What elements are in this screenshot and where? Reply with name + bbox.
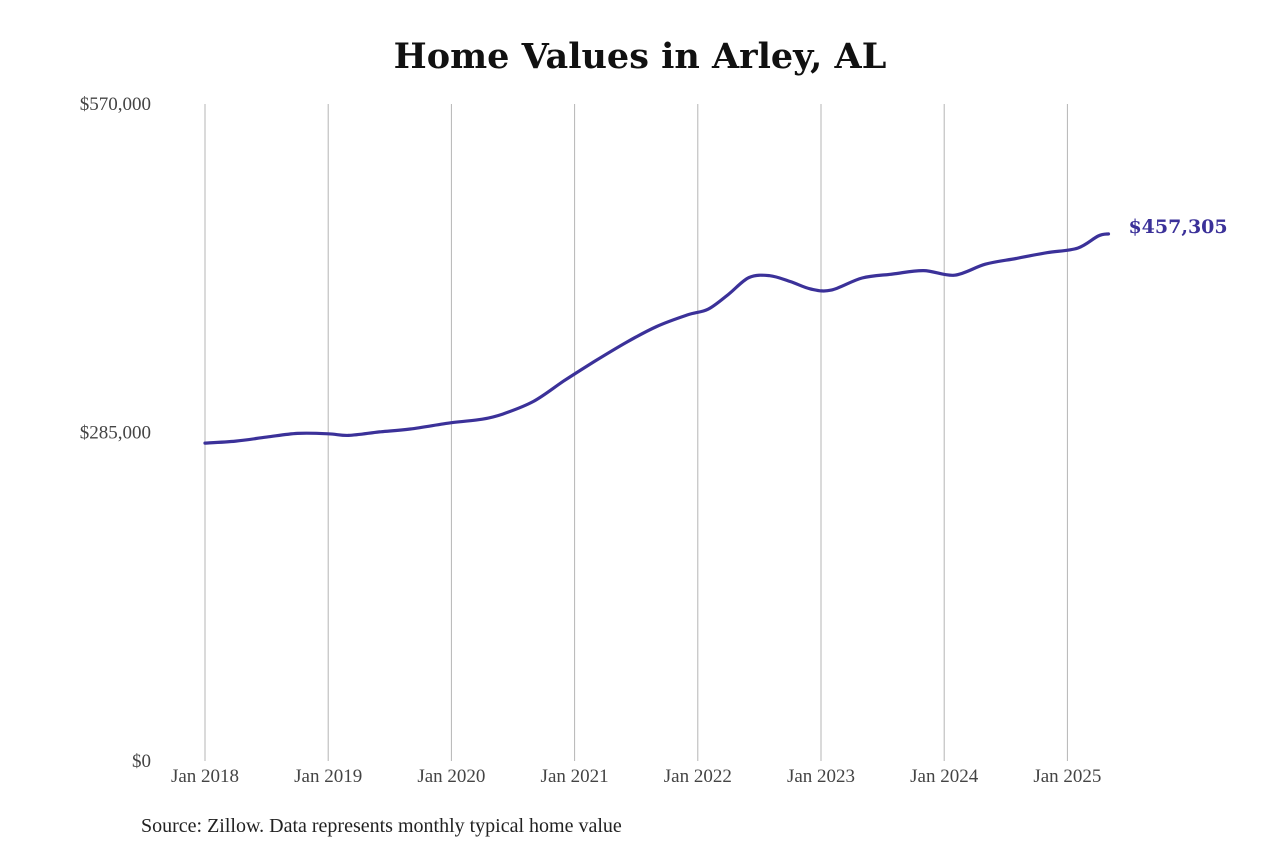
x-tick-label: Jan 2023 (787, 766, 855, 787)
series-layer (203, 232, 1111, 445)
y-tick-label: $570,000 (80, 94, 151, 115)
x-tick-label: Jan 2025 (1033, 766, 1101, 787)
gridlines (204, 104, 1068, 761)
series-line-home-value (203, 232, 1111, 445)
x-tick-label: Jan 2024 (910, 766, 979, 787)
source-note: Source: Zillow. Data represents monthly … (141, 815, 622, 837)
x-axis-tick-labels: Jan 2018 Jan 2019 Jan 2020 Jan 2021 Jan 2022… (171, 766, 1101, 787)
x-tick-label: Jan 2020 (417, 766, 485, 787)
x-tick-label: Jan 2021 (541, 766, 609, 787)
x-tick-label: Jan 2019 (294, 766, 362, 787)
chart-title: Home Values in Arley, AL (393, 36, 887, 77)
x-tick-label: Jan 2022 (664, 766, 732, 787)
x-tick-label: Jan 2018 (171, 766, 239, 787)
y-axis-tick-labels: $0 $285,000 $570,000 (80, 94, 151, 772)
y-tick-label: $0 (132, 751, 151, 772)
end-value-label: $457,305 (1128, 216, 1227, 238)
y-tick-label: $285,000 (80, 423, 151, 444)
data-label-layer: $457,305 (1128, 216, 1227, 238)
